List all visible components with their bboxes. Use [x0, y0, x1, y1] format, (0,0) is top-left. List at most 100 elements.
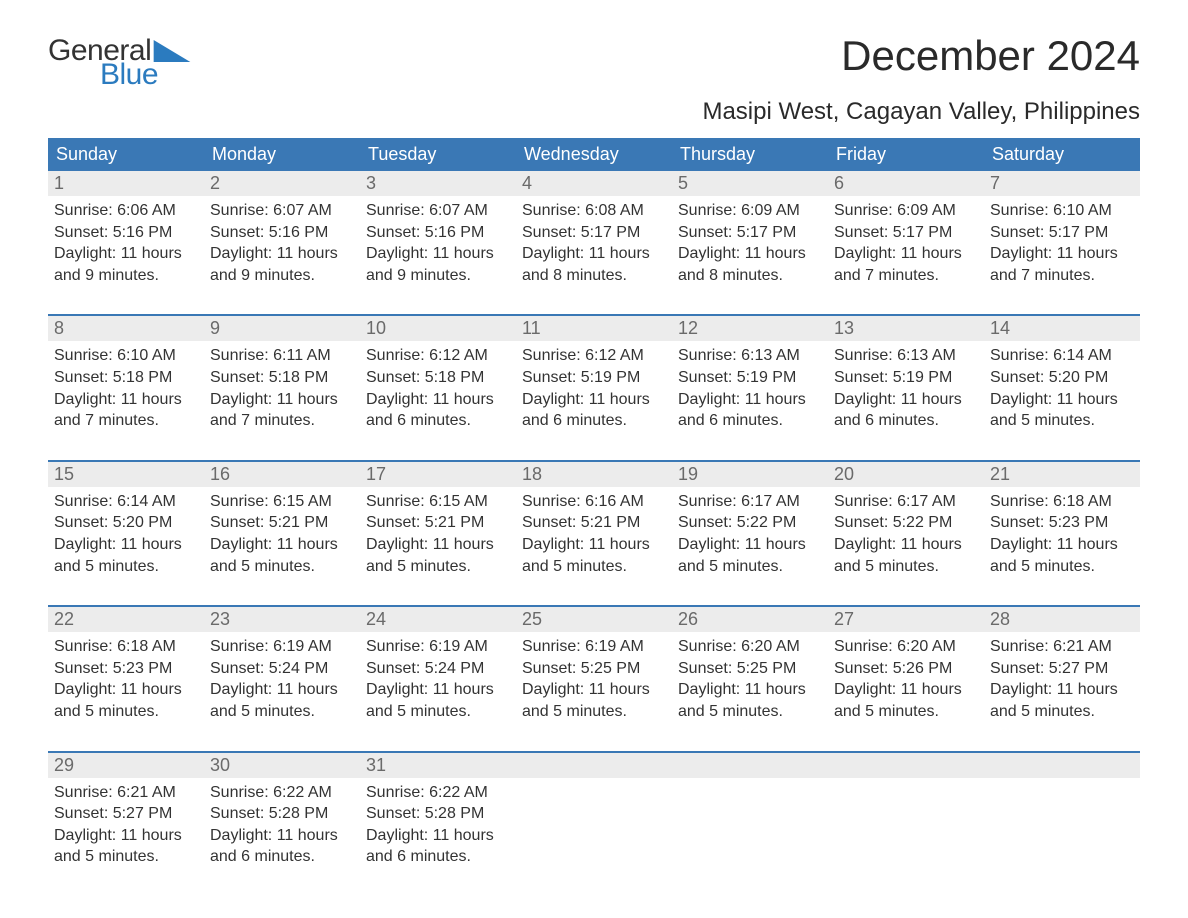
daylight-line: and 5 minutes. [54, 556, 198, 578]
day-data-cell [672, 778, 828, 878]
sunrise-line: Sunrise: 6:17 AM [678, 491, 822, 513]
day-number-cell: 19 [672, 462, 828, 487]
day-number-cell [672, 753, 828, 778]
daylight-line: Daylight: 11 hours [54, 534, 198, 556]
daylight-line: and 7 minutes. [990, 265, 1134, 287]
day-number-cell: 14 [984, 316, 1140, 341]
day-data-cell: Sunrise: 6:13 AMSunset: 5:19 PMDaylight:… [672, 341, 828, 460]
sunrise-line: Sunrise: 6:18 AM [990, 491, 1134, 513]
daylight-line: and 6 minutes. [366, 846, 510, 868]
sunrise-line: Sunrise: 6:19 AM [210, 636, 354, 658]
day-number-cell: 23 [204, 607, 360, 632]
day-data-cell: Sunrise: 6:07 AMSunset: 5:16 PMDaylight:… [204, 196, 360, 315]
daylight-line: and 5 minutes. [54, 701, 198, 723]
day-data-cell: Sunrise: 6:14 AMSunset: 5:20 PMDaylight:… [48, 487, 204, 606]
daylight-line: and 5 minutes. [990, 701, 1134, 723]
daylight-line: Daylight: 11 hours [990, 679, 1134, 701]
day-data-cell [984, 778, 1140, 878]
day-number-cell [516, 753, 672, 778]
calendar-table: Sunday Monday Tuesday Wednesday Thursday… [48, 138, 1140, 878]
daylight-line: and 7 minutes. [210, 410, 354, 432]
daylight-line: and 6 minutes. [678, 410, 822, 432]
daylight-line: and 5 minutes. [834, 556, 978, 578]
sunset-line: Sunset: 5:20 PM [54, 512, 198, 534]
daylight-line: Daylight: 11 hours [210, 243, 354, 265]
daylight-line: and 6 minutes. [210, 846, 354, 868]
day-number-cell: 27 [828, 607, 984, 632]
day-number-cell: 9 [204, 316, 360, 341]
day-data-cell: Sunrise: 6:08 AMSunset: 5:17 PMDaylight:… [516, 196, 672, 315]
daylight-line: Daylight: 11 hours [366, 534, 510, 556]
sunset-line: Sunset: 5:19 PM [834, 367, 978, 389]
month-title: December 2024 [702, 32, 1140, 80]
daylight-line: Daylight: 11 hours [366, 825, 510, 847]
day-number-cell: 26 [672, 607, 828, 632]
day-data-cell: Sunrise: 6:20 AMSunset: 5:26 PMDaylight:… [828, 632, 984, 751]
daylight-line: Daylight: 11 hours [990, 534, 1134, 556]
day-header: Thursday [672, 138, 828, 171]
day-number-cell: 12 [672, 316, 828, 341]
sunrise-line: Sunrise: 6:22 AM [366, 782, 510, 804]
sunset-line: Sunset: 5:18 PM [54, 367, 198, 389]
day-number-cell: 5 [672, 171, 828, 196]
day-data-cell: Sunrise: 6:22 AMSunset: 5:28 PMDaylight:… [360, 778, 516, 878]
sunset-line: Sunset: 5:21 PM [210, 512, 354, 534]
daylight-line: and 5 minutes. [990, 410, 1134, 432]
day-data-cell: Sunrise: 6:15 AMSunset: 5:21 PMDaylight:… [204, 487, 360, 606]
daylight-line: Daylight: 11 hours [522, 389, 666, 411]
day-number-cell: 30 [204, 753, 360, 778]
day-data-cell: Sunrise: 6:18 AMSunset: 5:23 PMDaylight:… [984, 487, 1140, 606]
day-data-cell: Sunrise: 6:10 AMSunset: 5:17 PMDaylight:… [984, 196, 1140, 315]
day-header-row: Sunday Monday Tuesday Wednesday Thursday… [48, 138, 1140, 171]
daylight-line: Daylight: 11 hours [834, 389, 978, 411]
sunrise-line: Sunrise: 6:06 AM [54, 200, 198, 222]
daylight-line: and 9 minutes. [366, 265, 510, 287]
daylight-line: and 5 minutes. [834, 701, 978, 723]
sunset-line: Sunset: 5:26 PM [834, 658, 978, 680]
day-data-cell: Sunrise: 6:14 AMSunset: 5:20 PMDaylight:… [984, 341, 1140, 460]
day-number-cell: 29 [48, 753, 204, 778]
day-data-cell: Sunrise: 6:12 AMSunset: 5:19 PMDaylight:… [516, 341, 672, 460]
day-data-cell: Sunrise: 6:17 AMSunset: 5:22 PMDaylight:… [828, 487, 984, 606]
daylight-line: and 9 minutes. [54, 265, 198, 287]
sunset-line: Sunset: 5:16 PM [210, 222, 354, 244]
daylight-line: and 6 minutes. [834, 410, 978, 432]
daylight-line: and 6 minutes. [366, 410, 510, 432]
day-number-cell [984, 753, 1140, 778]
day-data-row: Sunrise: 6:21 AMSunset: 5:27 PMDaylight:… [48, 778, 1140, 878]
daylight-line: Daylight: 11 hours [366, 389, 510, 411]
sunrise-line: Sunrise: 6:08 AM [522, 200, 666, 222]
sunset-line: Sunset: 5:18 PM [366, 367, 510, 389]
sunrise-line: Sunrise: 6:20 AM [678, 636, 822, 658]
daylight-line: and 5 minutes. [522, 556, 666, 578]
daylight-line: Daylight: 11 hours [522, 534, 666, 556]
sunrise-line: Sunrise: 6:10 AM [54, 345, 198, 367]
day-number-cell: 8 [48, 316, 204, 341]
day-number-row: 891011121314 [48, 316, 1140, 341]
sunrise-line: Sunrise: 6:07 AM [210, 200, 354, 222]
sunset-line: Sunset: 5:27 PM [990, 658, 1134, 680]
day-number-cell: 4 [516, 171, 672, 196]
daylight-line: Daylight: 11 hours [54, 389, 198, 411]
day-data-cell: Sunrise: 6:09 AMSunset: 5:17 PMDaylight:… [828, 196, 984, 315]
day-number-cell: 20 [828, 462, 984, 487]
sunrise-line: Sunrise: 6:14 AM [54, 491, 198, 513]
sunrise-line: Sunrise: 6:16 AM [522, 491, 666, 513]
daylight-line: Daylight: 11 hours [366, 243, 510, 265]
daylight-line: Daylight: 11 hours [210, 825, 354, 847]
sunset-line: Sunset: 5:21 PM [522, 512, 666, 534]
day-data-cell: Sunrise: 6:19 AMSunset: 5:24 PMDaylight:… [204, 632, 360, 751]
logo-text-blue: Blue [100, 60, 191, 90]
sunset-line: Sunset: 5:22 PM [834, 512, 978, 534]
sunrise-line: Sunrise: 6:09 AM [678, 200, 822, 222]
sunset-line: Sunset: 5:20 PM [990, 367, 1134, 389]
day-data-cell: Sunrise: 6:11 AMSunset: 5:18 PMDaylight:… [204, 341, 360, 460]
sunset-line: Sunset: 5:28 PM [366, 803, 510, 825]
sunset-line: Sunset: 5:25 PM [678, 658, 822, 680]
day-number-cell: 24 [360, 607, 516, 632]
daylight-line: Daylight: 11 hours [54, 243, 198, 265]
sunset-line: Sunset: 5:23 PM [990, 512, 1134, 534]
daylight-line: Daylight: 11 hours [990, 389, 1134, 411]
day-data-cell: Sunrise: 6:21 AMSunset: 5:27 PMDaylight:… [984, 632, 1140, 751]
sunset-line: Sunset: 5:28 PM [210, 803, 354, 825]
